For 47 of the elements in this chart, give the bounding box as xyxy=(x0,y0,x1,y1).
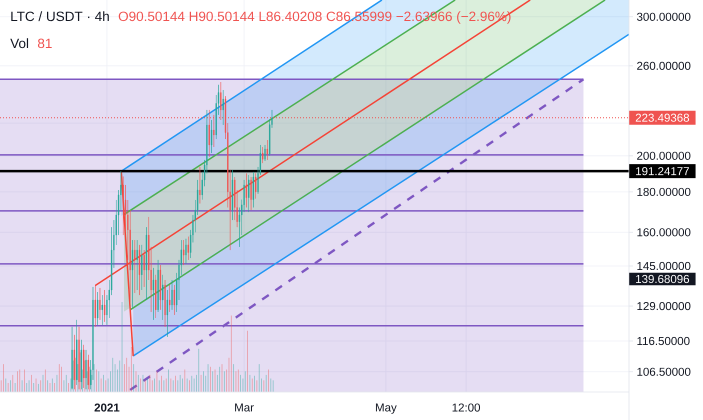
candlestick xyxy=(96,292,98,326)
ref-line-label: 223.49368 xyxy=(636,114,690,122)
candlestick xyxy=(264,144,266,162)
candlestick xyxy=(134,240,136,294)
candlestick xyxy=(171,280,173,310)
candlestick xyxy=(250,176,252,210)
y-tick-label: 260.00000 xyxy=(637,62,690,70)
text: 139.68096 xyxy=(636,274,690,284)
candlestick xyxy=(104,290,106,322)
candlestick xyxy=(164,280,166,328)
candlestick xyxy=(143,250,145,288)
ref-line-label: 191.24177 xyxy=(636,167,689,176)
candlestick xyxy=(222,90,224,126)
candlestick xyxy=(138,244,140,296)
y-tick-label: 300.00000 xyxy=(636,12,690,21)
candlestick xyxy=(174,284,176,316)
x-tick-label: 12:00 xyxy=(452,403,480,412)
candlestick xyxy=(146,226,148,300)
candlestick xyxy=(185,238,187,264)
candlestick xyxy=(132,240,134,308)
candlestick xyxy=(232,170,234,220)
candlestick xyxy=(182,240,184,266)
y-tick-label: 129.00000 xyxy=(637,302,690,310)
y-tick-label: 116.50000 xyxy=(637,336,690,346)
candlestick xyxy=(266,140,268,160)
candlestick xyxy=(246,173,248,208)
candlestick xyxy=(210,120,212,154)
y-tick-label: 180.00000 xyxy=(637,188,690,196)
y-tick-label: 106.50000 xyxy=(637,368,690,376)
candlestick xyxy=(136,240,138,290)
x-tick-label: May xyxy=(376,403,397,414)
candlestick xyxy=(160,264,162,310)
y-tick-label: 160.00000 xyxy=(637,228,690,236)
x-tick-label: 2021 xyxy=(94,403,120,412)
candlestick xyxy=(152,268,154,320)
candlestick xyxy=(99,288,101,320)
candlestick xyxy=(157,260,159,312)
candlestick xyxy=(199,166,201,204)
y-tick-label: 145.00000 xyxy=(637,262,690,270)
candlestick xyxy=(262,146,264,164)
chart-title: Vol xyxy=(10,38,28,48)
x-tick-label: Mar xyxy=(235,403,254,412)
text: LTC / USDT · 4h xyxy=(11,11,109,22)
annotation: 81 xyxy=(38,38,52,48)
candlestick xyxy=(166,290,168,338)
candlestick xyxy=(252,172,254,208)
y-tick-label: 200.00000 xyxy=(637,152,690,160)
